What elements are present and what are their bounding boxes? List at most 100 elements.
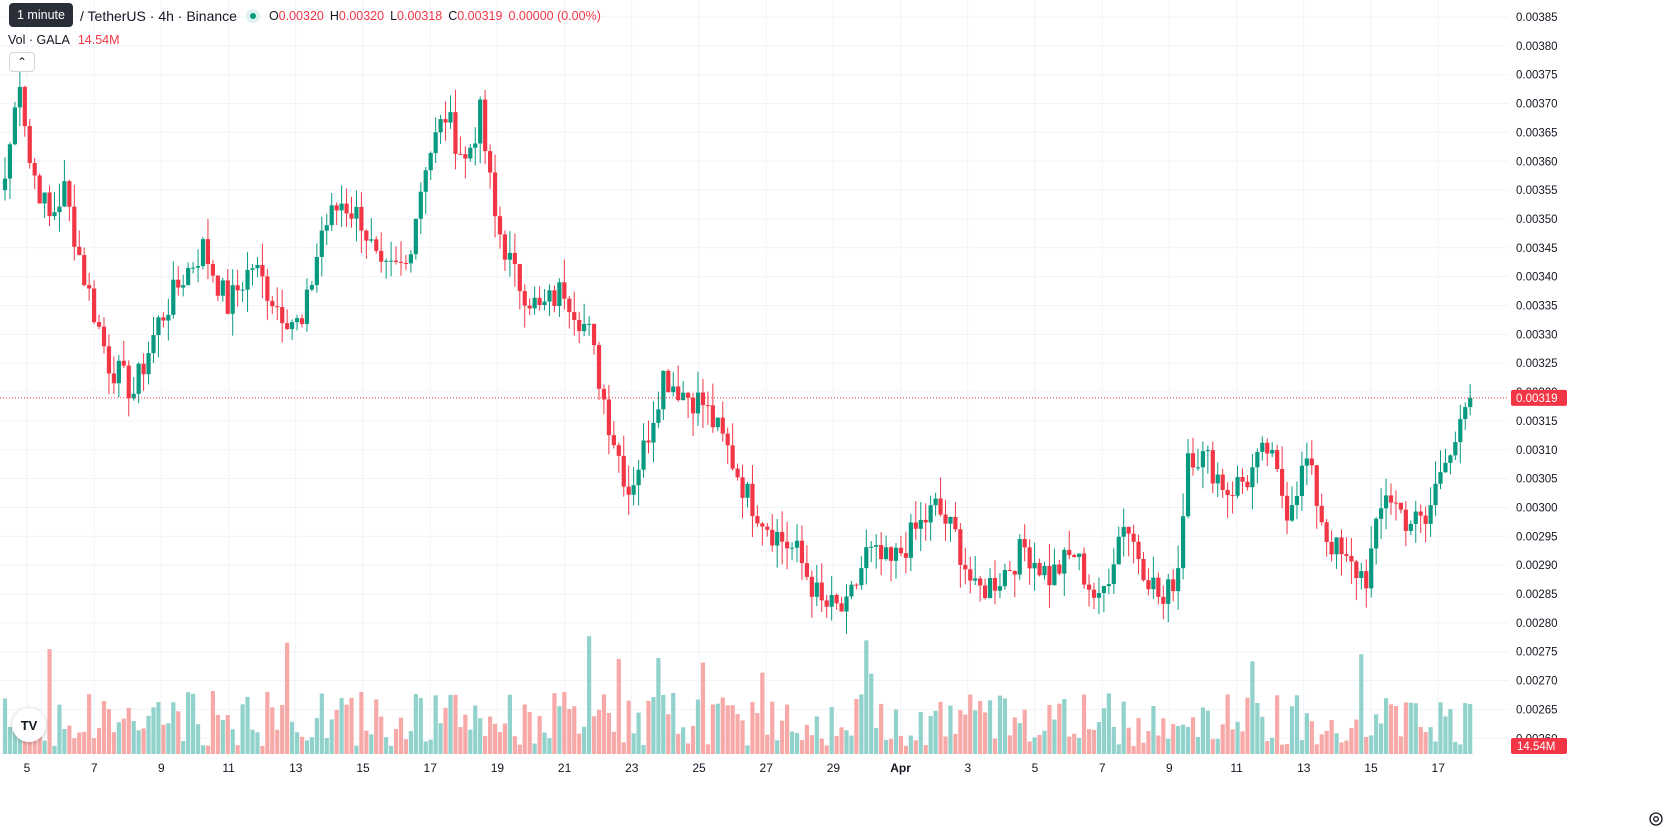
volume-legend[interactable]: Vol · GALA 14.54M <box>8 33 120 47</box>
volume-bar <box>656 657 661 754</box>
symbol-title[interactable]: / TetherUS · 4h · Binance <box>80 8 237 24</box>
volume-bar <box>22 737 27 754</box>
date-tick-label: 15 <box>1364 761 1378 775</box>
candle-body <box>161 317 166 321</box>
candle-body <box>260 264 265 277</box>
candle-body <box>987 577 993 599</box>
volume-bar <box>1314 744 1319 754</box>
candle-body <box>730 445 735 469</box>
tradingview-logo[interactable]: TV <box>12 708 46 742</box>
candle-body <box>1096 593 1102 598</box>
candle-body <box>1230 495 1235 497</box>
price-tick-label: 0.00365 <box>1516 127 1558 139</box>
candle-body <box>1171 579 1176 592</box>
volume-bar <box>1022 709 1027 754</box>
candle-body <box>606 399 611 436</box>
candle-body <box>780 531 785 542</box>
candle-body <box>1364 571 1369 589</box>
candle-body <box>626 486 631 495</box>
candle-body <box>1270 450 1275 454</box>
candle-body <box>933 498 938 506</box>
volume-bar <box>255 732 260 754</box>
volume-bar <box>869 673 874 754</box>
candle-body <box>522 291 527 306</box>
candle-body <box>973 578 978 581</box>
volume-bar <box>874 727 879 754</box>
candle-body <box>294 318 300 323</box>
candle-body <box>126 365 131 399</box>
volume-bar <box>398 717 404 754</box>
price-tick-label: 0.00265 <box>1516 704 1558 716</box>
volume-bar <box>1458 744 1463 754</box>
volume-bar <box>839 727 844 754</box>
volume-bar <box>438 723 443 754</box>
volume-bar <box>1121 701 1126 754</box>
candle-body <box>47 192 52 217</box>
volume-bar <box>319 693 324 754</box>
price-tick-label: 0.00355 <box>1516 185 1558 197</box>
collapse-legend-button[interactable]: ⌃ <box>9 52 35 72</box>
candle-body <box>1403 509 1408 531</box>
volume-bar <box>1418 727 1423 754</box>
volume-bar <box>606 712 611 754</box>
candle-body <box>1195 467 1201 469</box>
volume-bar <box>809 735 814 754</box>
candle-body <box>7 144 13 179</box>
candle-body <box>1265 442 1270 454</box>
price-tick-label: 0.00345 <box>1516 243 1558 255</box>
volume-bar <box>1230 729 1235 754</box>
volume-bar <box>1329 720 1334 754</box>
candle-body <box>512 252 517 265</box>
price-tick-label: 0.00375 <box>1516 70 1558 82</box>
volume-bar <box>601 694 607 754</box>
volume-label: Vol · GALA <box>8 33 70 47</box>
candle-body <box>577 319 582 332</box>
candle-body <box>443 119 448 123</box>
candle-body <box>17 86 22 108</box>
price-axis-panel <box>1508 0 1678 835</box>
volume-bar <box>141 728 146 754</box>
candle-body <box>1398 502 1403 510</box>
candle-body <box>72 206 77 247</box>
candle-body <box>1344 554 1349 556</box>
candle-body <box>888 547 894 561</box>
volume-bar <box>1270 737 1275 754</box>
candle-body <box>542 301 547 305</box>
candle-body <box>1022 539 1027 548</box>
volume-bar <box>1151 706 1156 754</box>
volume-bar <box>369 734 374 754</box>
volume-bar <box>785 704 790 754</box>
candle-body <box>1245 481 1250 488</box>
candle-body <box>1280 468 1285 496</box>
volume-bar <box>715 703 720 754</box>
volume-bar <box>1403 702 1408 754</box>
candle-body <box>1062 549 1067 574</box>
candle-body <box>339 203 344 211</box>
candle-body <box>1067 549 1072 556</box>
candle-body <box>369 239 374 241</box>
candle-body <box>1017 539 1022 575</box>
market-status-icon[interactable] <box>245 9 260 23</box>
volume-bar <box>1052 719 1057 754</box>
candle-body <box>1299 465 1304 496</box>
price-tick-label: 0.00330 <box>1516 329 1558 341</box>
volume-bar <box>1413 703 1418 754</box>
volume-bar <box>596 709 602 754</box>
candle-body <box>567 298 572 313</box>
candle-body <box>423 170 428 192</box>
volume-bar <box>111 732 116 754</box>
price-tick-label: 0.00310 <box>1516 445 1558 457</box>
candle-body <box>884 547 889 560</box>
volume-bar <box>1245 697 1250 754</box>
volume-bar <box>1096 721 1102 754</box>
candle-body <box>285 323 290 330</box>
volume-bar <box>1324 730 1329 754</box>
settings-gear-icon[interactable] <box>1648 811 1664 827</box>
candle-body <box>1354 561 1359 579</box>
volume-bar <box>641 744 646 754</box>
volume-bar <box>1136 718 1141 754</box>
candle-body <box>374 239 379 251</box>
volume-bar <box>676 733 681 754</box>
volume-bar <box>552 693 557 754</box>
